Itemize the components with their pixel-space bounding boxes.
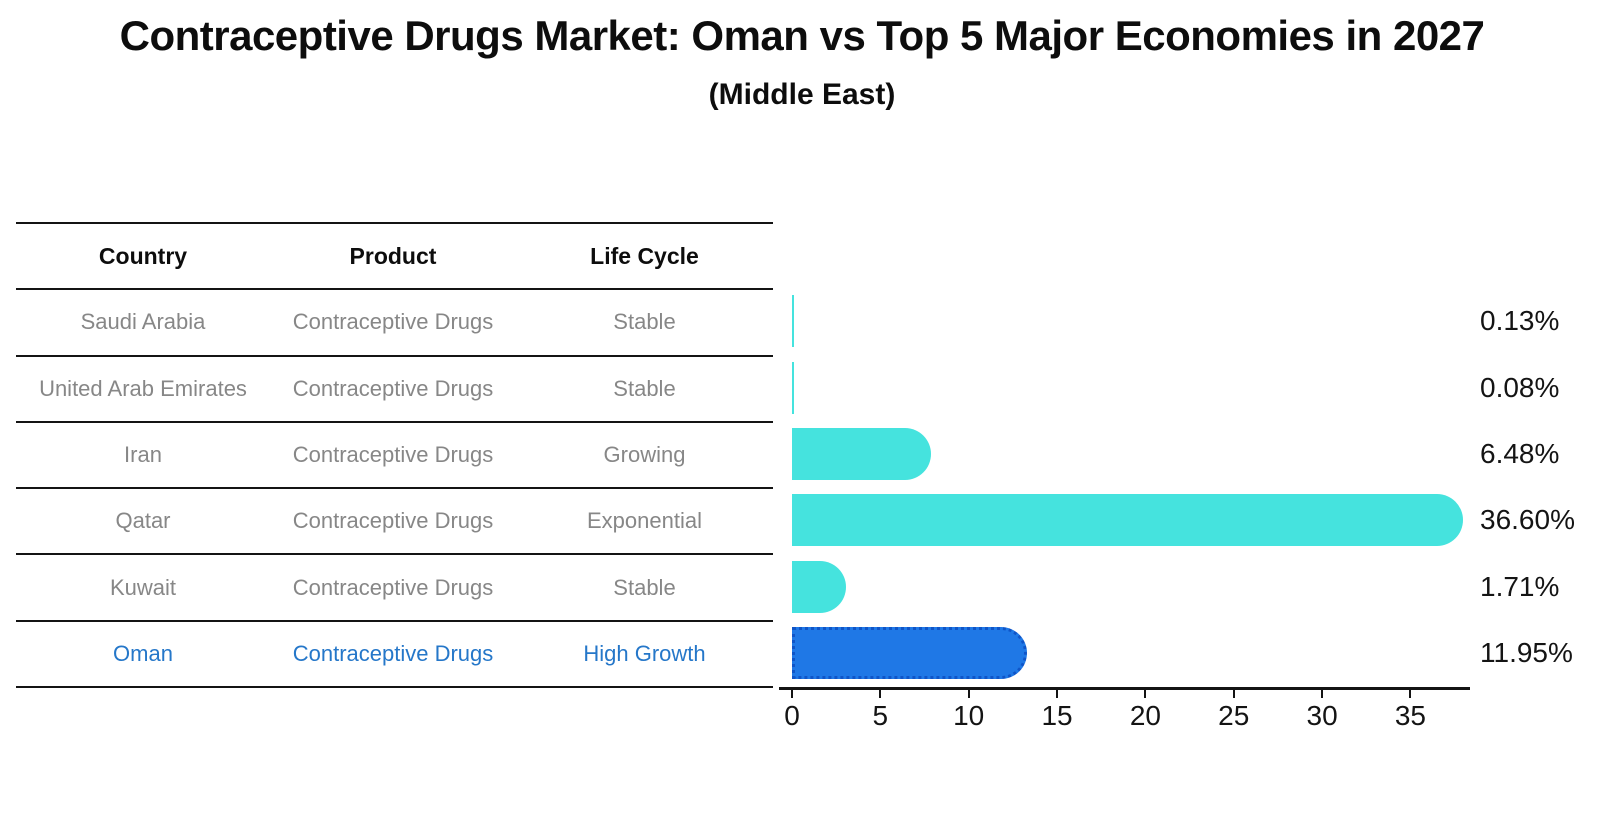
tick-label: 0 — [784, 700, 800, 731]
header-cell-country: Country — [98, 242, 188, 269]
cell-country: Oman — [113, 640, 173, 666]
value-label: 0.08% — [1480, 371, 1560, 403]
cell-country: Saudi Arabia — [80, 309, 206, 335]
table-row: United Arab Emirates Contraceptive Drugs S… — [16, 357, 773, 423]
bar-qatar — [792, 494, 1463, 547]
tick-label: 20 — [1129, 700, 1161, 731]
axis-tick — [1409, 689, 1412, 698]
cell-country: United Arab Emirates — [39, 375, 247, 401]
cell-product: Contraceptive Drugs — [292, 309, 494, 335]
table-row: Oman Contraceptive Drugs High Growth — [16, 622, 773, 689]
table-row: Qatar Contraceptive Drugs Exponential — [16, 489, 773, 556]
cell-life-cycle: Stable — [613, 375, 676, 401]
value-label: 11.95% — [1480, 636, 1573, 668]
tick-label: 15 — [1041, 700, 1073, 731]
bar-kuwait — [792, 560, 847, 613]
highlight-bar-oman — [792, 626, 1028, 679]
cell-product: Contraceptive Drugs — [292, 640, 494, 666]
cell-product: Contraceptive Drugs — [292, 508, 494, 534]
cell-product: Contraceptive Drugs — [292, 375, 494, 401]
bar-united-arab-emirates — [792, 361, 794, 414]
page-title: Contraceptive Drugs Market: Oman vs Top … — [119, 12, 1485, 59]
axis-tick — [1056, 689, 1059, 698]
tick-label: 5 — [872, 700, 889, 731]
cell-life-cycle: Exponential — [587, 508, 702, 534]
cell-life-cycle: Stable — [613, 309, 676, 335]
cell-country: Kuwait — [109, 574, 177, 600]
comparison-table: Country Product Life Cycle Saudi Arabia C… — [16, 222, 773, 689]
tick-label: 30 — [1306, 700, 1338, 731]
table-row: Iran Contraceptive Drugs Growing — [16, 423, 773, 490]
header-cell-product: Product — [349, 242, 437, 269]
value-label: 0.13% — [1480, 305, 1560, 337]
x-axis-line — [779, 687, 1470, 690]
axis-tick — [1321, 689, 1324, 698]
page-subtitle: (Middle East) — [708, 78, 896, 111]
value-label: 6.48% — [1480, 437, 1560, 469]
cell-country: Iran — [124, 442, 162, 468]
tick-label: 35 — [1394, 700, 1427, 731]
header-cell-life-cycle: Life Cycle — [590, 242, 699, 269]
table-row: Saudi Arabia Contraceptive Drugs Stable — [16, 290, 773, 357]
table-header-row: Country Product Life Cycle — [16, 224, 773, 291]
axis-tick — [1144, 689, 1147, 698]
bar-iran — [792, 427, 931, 480]
table-row: Kuwait Contraceptive Drugs Stable — [16, 555, 773, 622]
table-body: Saudi Arabia Contraceptive Drugs Stable Uni… — [16, 290, 773, 689]
cell-life-cycle: Growing — [603, 442, 686, 468]
cell-product: Contraceptive Drugs — [292, 442, 494, 468]
value-label: 36.60% — [1480, 504, 1575, 536]
cell-life-cycle: Stable — [613, 574, 676, 600]
bar-saudi-arabia — [792, 295, 795, 348]
value-label: 1.71% — [1480, 570, 1560, 602]
axis-tick — [791, 689, 793, 698]
axis-tick — [1232, 689, 1235, 698]
cell-product: Contraceptive Drugs — [292, 574, 494, 600]
tick-label: 10 — [953, 700, 985, 731]
tick-label: 25 — [1218, 700, 1250, 731]
axis-tick — [879, 689, 882, 698]
cell-country: Qatar — [115, 508, 171, 534]
cell-life-cycle: High Growth — [583, 640, 706, 666]
axis-tick — [967, 689, 970, 698]
